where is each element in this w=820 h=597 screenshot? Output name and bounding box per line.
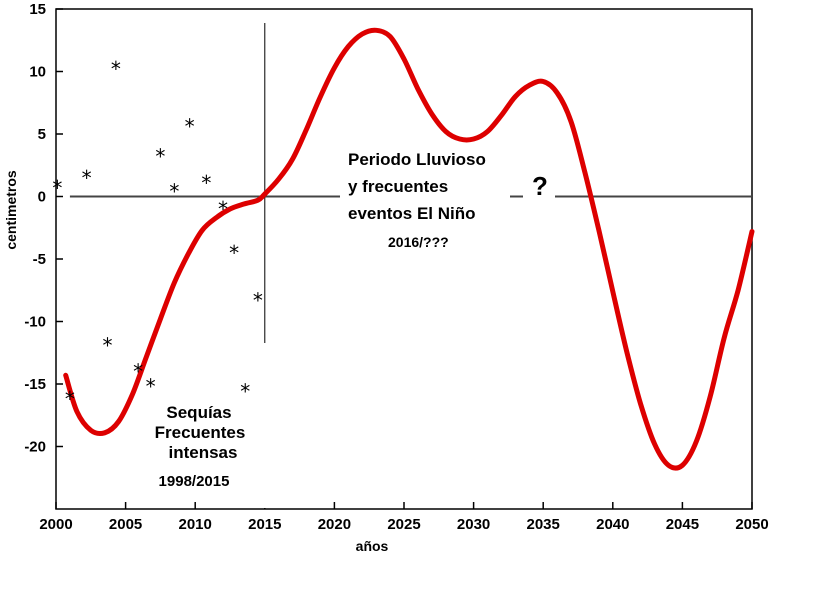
- wet-period-years: 2016/???: [388, 234, 449, 250]
- x-tick-label: 2050: [735, 516, 768, 533]
- question-mask: [523, 184, 555, 202]
- y-tick-label: 0: [38, 189, 46, 206]
- asterisk-marker: *: [52, 176, 62, 200]
- y-axis-label: centimetros: [3, 170, 19, 250]
- x-tick-label: 2025: [387, 516, 420, 533]
- asterisk-marker: *: [253, 288, 263, 312]
- wet-period-line-2: y frecuentes: [348, 177, 448, 196]
- y-tick-label: 5: [38, 126, 46, 143]
- x-tick-label: 2030: [457, 516, 490, 533]
- wet-label-mask: [340, 184, 510, 202]
- drought-line-2: Frecuentes: [155, 423, 246, 442]
- drought-years: 1998/2015: [159, 473, 230, 490]
- asterisk-marker: *: [240, 380, 250, 404]
- wet-period-annotation: Periodo Lluvioso y frecuentes eventos El…: [348, 150, 486, 250]
- asterisk-marker: *: [111, 57, 121, 81]
- asterisk-marker: *: [82, 166, 92, 190]
- y-tick-label: -5: [33, 251, 46, 268]
- asterisk-marker: *: [201, 171, 211, 195]
- asterisk-marker: *: [146, 375, 156, 399]
- y-tick-label: -15: [24, 376, 46, 393]
- asterisk-marker: *: [155, 145, 165, 169]
- drought-label-mask: [262, 343, 270, 508]
- x-tick-label: 2005: [109, 516, 142, 533]
- y-tick-label: 15: [29, 1, 46, 18]
- x-tick-label: 2035: [527, 516, 560, 533]
- y-axis-ticks: 15 10 5 0 -5 -10 -15 -20: [24, 1, 63, 456]
- asterisk-marker: *: [229, 241, 239, 265]
- x-tick-label: 2015: [248, 516, 281, 533]
- drought-line-3: intensas: [169, 443, 238, 462]
- x-tick-label: 2040: [596, 516, 629, 533]
- question-mark: ?: [532, 171, 548, 201]
- y-tick-label: -20: [24, 439, 46, 456]
- asterisk-marker: *: [103, 333, 113, 357]
- drought-annotation: Sequías Frecuentes intensas 1998/2015: [155, 403, 246, 490]
- asterisk-marker: *: [169, 180, 179, 204]
- y-tick-label: 10: [29, 64, 46, 81]
- asterisk-marker: *: [65, 387, 75, 411]
- series-line: [63, 27, 755, 471]
- x-tick-label: 2010: [179, 516, 212, 533]
- wet-period-line-1: Periodo Lluvioso: [348, 150, 486, 169]
- asterisk-marker: *: [133, 360, 143, 384]
- x-axis-label: años: [356, 538, 389, 554]
- asterisk-markers: ***************: [52, 57, 262, 411]
- asterisk-marker: *: [218, 197, 228, 221]
- x-tick-label: 2000: [39, 516, 72, 533]
- drought-line-1: Sequías: [166, 403, 231, 422]
- x-tick-label: 2045: [666, 516, 699, 533]
- asterisk-marker: *: [185, 115, 195, 139]
- x-axis-ticks: 2000 2005 2010 2015 2020 2025 2030 2035 2040 2045…: [39, 502, 769, 533]
- y-tick-label: -10: [24, 314, 46, 331]
- wet-period-line-3: eventos El Niño: [348, 204, 476, 223]
- x-tick-label: 2020: [318, 516, 351, 533]
